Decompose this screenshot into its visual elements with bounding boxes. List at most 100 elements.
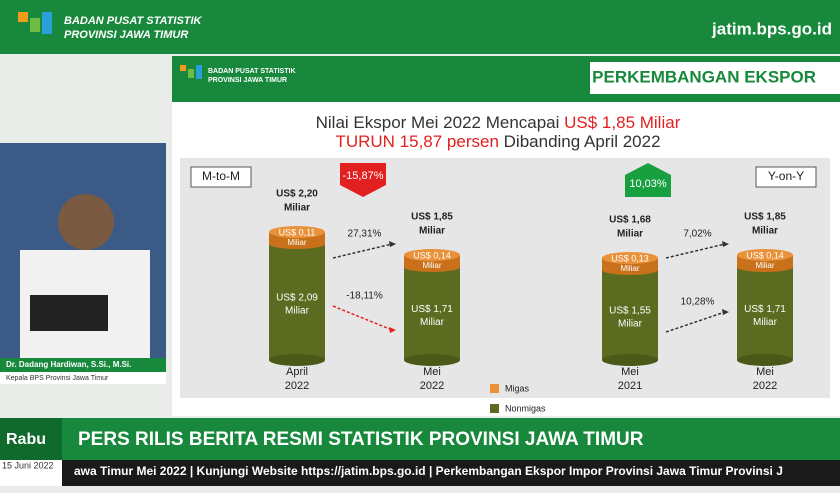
migas-value: US$ 0,14	[746, 250, 784, 260]
legend-swatch	[490, 404, 499, 413]
growth-arrow	[332, 305, 393, 331]
headline: PERS RILIS BERITA RESMI STATISTIK PROVIN…	[78, 429, 644, 450]
title-highlight: US$ 1,85 Miliar	[564, 113, 681, 132]
title-text: Dibanding April 2022	[499, 132, 661, 151]
period: Mei	[621, 366, 639, 378]
tablet	[30, 295, 108, 331]
presenter-head	[58, 194, 114, 250]
name-caption	[0, 358, 166, 372]
website: jatim.bps.go.id	[711, 19, 832, 38]
change-badge	[340, 163, 386, 197]
growth: -18,11%	[346, 291, 383, 302]
slide-title: Nilai Ekspor Mei 2022 Mencapai US$ 1,85 …	[316, 113, 681, 132]
nonmigas-value: US$ 1,71	[744, 304, 786, 315]
day-box	[0, 418, 62, 460]
legend-swatch	[490, 384, 499, 393]
total-unit: Miliar	[419, 226, 445, 237]
arrow-head	[722, 309, 729, 315]
slide-logo	[180, 65, 202, 79]
migas-unit: Miliar	[422, 261, 441, 270]
cylinder-top	[404, 249, 460, 261]
period: Mei	[756, 366, 774, 378]
growth: 10,28%	[681, 297, 715, 308]
arrow-head	[389, 241, 396, 247]
legend-label: Nonmigas	[505, 403, 546, 413]
cylinder-bottom	[737, 354, 793, 366]
total: US$ 1,68	[609, 215, 651, 226]
title-highlight: TURUN 15,87 persen	[335, 132, 498, 151]
legend-label: Migas	[505, 383, 530, 393]
nonmigas-cylinder	[269, 232, 325, 360]
migas-unit: Miliar	[620, 264, 639, 273]
migas-cap-base	[737, 262, 793, 272]
year: 2022	[285, 380, 309, 392]
title-text: Nilai Ekspor Mei 2022 Mencapai	[316, 113, 565, 132]
period: April	[286, 366, 308, 378]
nonmigas-unit: Miliar	[618, 319, 643, 330]
total: US$ 1,85	[411, 212, 453, 223]
cylinder-top	[737, 249, 793, 261]
slide-heading: PERKEMBANGAN EKSPOR	[592, 67, 816, 86]
period: Mei	[423, 366, 441, 378]
date: 15 Juni 2022	[2, 460, 54, 470]
nonmigas-unit: Miliar	[420, 317, 445, 328]
growth: 27,31%	[348, 229, 382, 240]
growth-arrow	[665, 243, 726, 259]
presenter-position: Kepala BPS Provinsi Jawa Timur	[6, 375, 109, 382]
migas-cap-base	[404, 262, 460, 272]
slide-org: BADAN PUSAT STATISTIK	[208, 68, 296, 75]
panel-label-box	[755, 166, 817, 188]
migas-unit: Miliar	[287, 238, 306, 247]
migas-value: US$ 0,11	[279, 227, 316, 237]
total-unit: Miliar	[752, 226, 778, 237]
ticker-bar	[0, 460, 840, 486]
top-bar	[0, 0, 840, 54]
migas-unit: Miliar	[755, 261, 774, 270]
panel-label: M-to-M	[202, 169, 240, 183]
nonmigas-cylinder	[737, 255, 793, 360]
growth-arrow	[665, 311, 726, 333]
nonmigas-unit: Miliar	[285, 306, 310, 317]
migas-cap-base	[602, 265, 658, 275]
slide-title: TURUN 15,87 persen Dibanding April 2022	[335, 132, 660, 151]
arrow-head	[722, 241, 729, 247]
migas-cap-base	[269, 239, 325, 249]
nonmigas-unit: Miliar	[753, 317, 778, 328]
date-box	[0, 460, 62, 486]
cylinder-bottom	[404, 354, 460, 366]
banner	[0, 418, 840, 460]
total: US$ 1,85	[744, 212, 786, 223]
ticker: awa Timur Mei 2022 | Kunjungi Website ht…	[74, 464, 783, 478]
heading-box	[590, 62, 840, 94]
nonmigas-value: US$ 1,55	[609, 306, 651, 317]
org-line: BADAN PUSAT STATISTIK	[64, 15, 203, 27]
total: US$ 2,20	[276, 189, 318, 200]
nonmigas-value: US$ 2,09	[276, 293, 318, 304]
change: -15,87%	[343, 170, 384, 182]
year: 2022	[420, 380, 444, 392]
year: 2022	[753, 380, 777, 392]
day: Rabu	[6, 431, 46, 448]
growth-arrow	[332, 243, 393, 259]
arrow-head	[389, 327, 396, 333]
change: 10,03%	[629, 178, 667, 190]
year: 2021	[618, 380, 642, 392]
total-unit: Miliar	[617, 229, 643, 240]
nonmigas-cylinder	[404, 255, 460, 360]
presenter-name: Dr. Dadang Hardiwan, S.Si., M.Si.	[6, 360, 131, 369]
total-unit: Miliar	[284, 203, 310, 214]
growth: 7,02%	[683, 229, 711, 240]
logo	[18, 12, 52, 34]
slide-org: PROVINSI JAWA TIMUR	[208, 77, 287, 84]
cylinder-bottom	[269, 354, 325, 366]
cylinder-bottom	[602, 354, 658, 366]
migas-value: US$ 0,14	[413, 250, 451, 260]
migas-value: US$ 0,13	[611, 253, 649, 263]
change-badge	[625, 163, 671, 197]
panel-label: Y-on-Y	[768, 169, 804, 183]
nonmigas-value: US$ 1,71	[411, 304, 453, 315]
position-caption	[0, 372, 166, 384]
panel-label-box	[190, 166, 252, 188]
